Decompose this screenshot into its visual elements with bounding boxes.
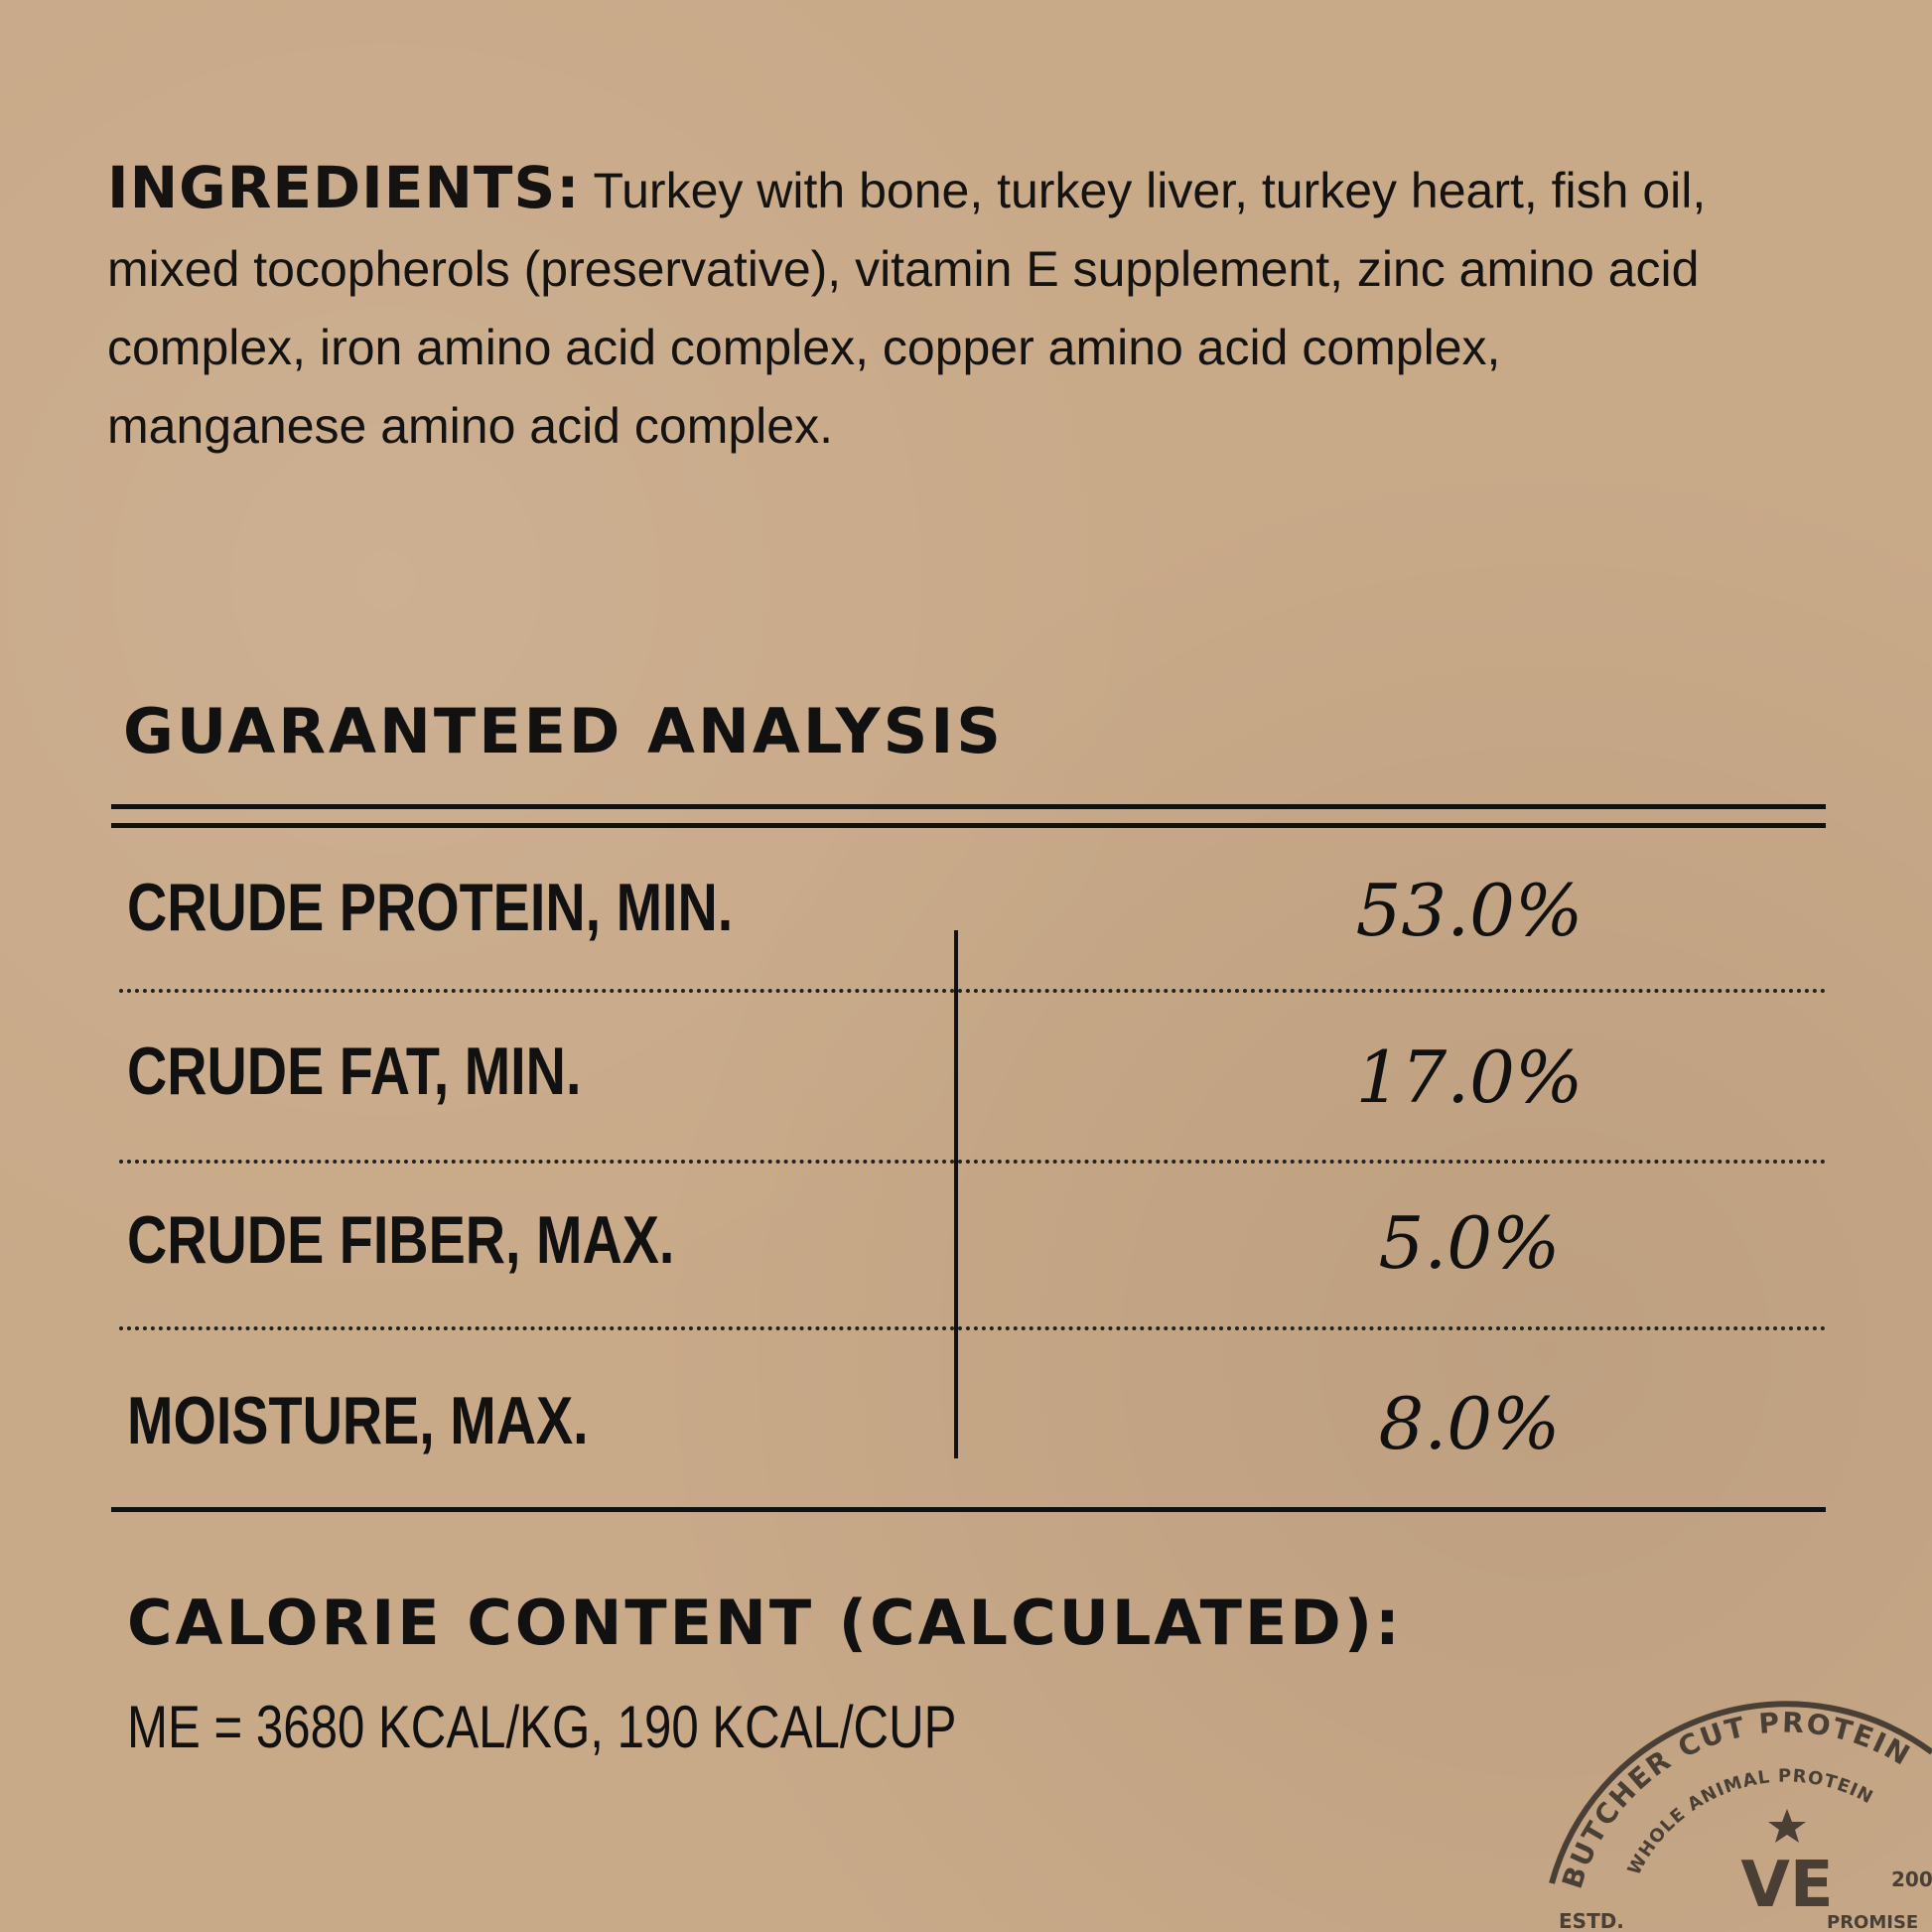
stamp-estd: ESTD. [1559, 1909, 1624, 1932]
row-value-fiber: 5.0% [1378, 1201, 1561, 1285]
row-label-moisture: MOISTURE, MAX. [127, 1383, 589, 1458]
ingredients-list: Turkey with bone, turkey liver, turkey h… [107, 163, 1707, 454]
calorie-text: ME = 3680 KCAL/KG, 190 KCAL/CUP [127, 1694, 957, 1760]
ingredients-text: INGREDIENTS: Turkey with bone, turkey li… [107, 149, 1735, 466]
row-label-fat: CRUDE FAT, MIN. [127, 1034, 582, 1109]
stamp-logo-text: VE [1740, 1849, 1833, 1922]
ingredients-label: INGREDIENTS: [107, 154, 581, 221]
double-rule-top [111, 804, 1826, 809]
double-rule-bottom [111, 823, 1826, 828]
stamp-promise: PROMISE [1827, 1912, 1918, 1932]
stamp-year: 200 [1891, 1867, 1932, 1891]
butcher-cut-stamp-logo: BUTCHER CUT PROTEIN WHOLE ANIMAL PROTEIN… [1549, 1701, 1932, 1932]
row-label-protein: CRUDE PROTEIN, MIN. [127, 870, 734, 945]
row-value-moisture: 8.0% [1378, 1382, 1561, 1465]
dotted-divider [119, 989, 1827, 993]
star-icon [1768, 1809, 1806, 1843]
calorie-title: CALORIE CONTENT (CALCULATED): [127, 1587, 1403, 1659]
dotted-divider [119, 1326, 1827, 1330]
row-value-protein: 53.0% [1355, 869, 1584, 952]
dotted-divider [119, 1160, 1827, 1164]
bottom-rule [111, 1507, 1826, 1512]
row-value-fat: 17.0% [1355, 1035, 1584, 1119]
analysis-title: GUARANTEED ANALYSIS [123, 695, 1004, 767]
stamp-ring [1549, 1701, 1932, 1884]
column-divider [954, 930, 958, 1458]
row-label-fiber: CRUDE FIBER, MAX. [127, 1202, 675, 1278]
